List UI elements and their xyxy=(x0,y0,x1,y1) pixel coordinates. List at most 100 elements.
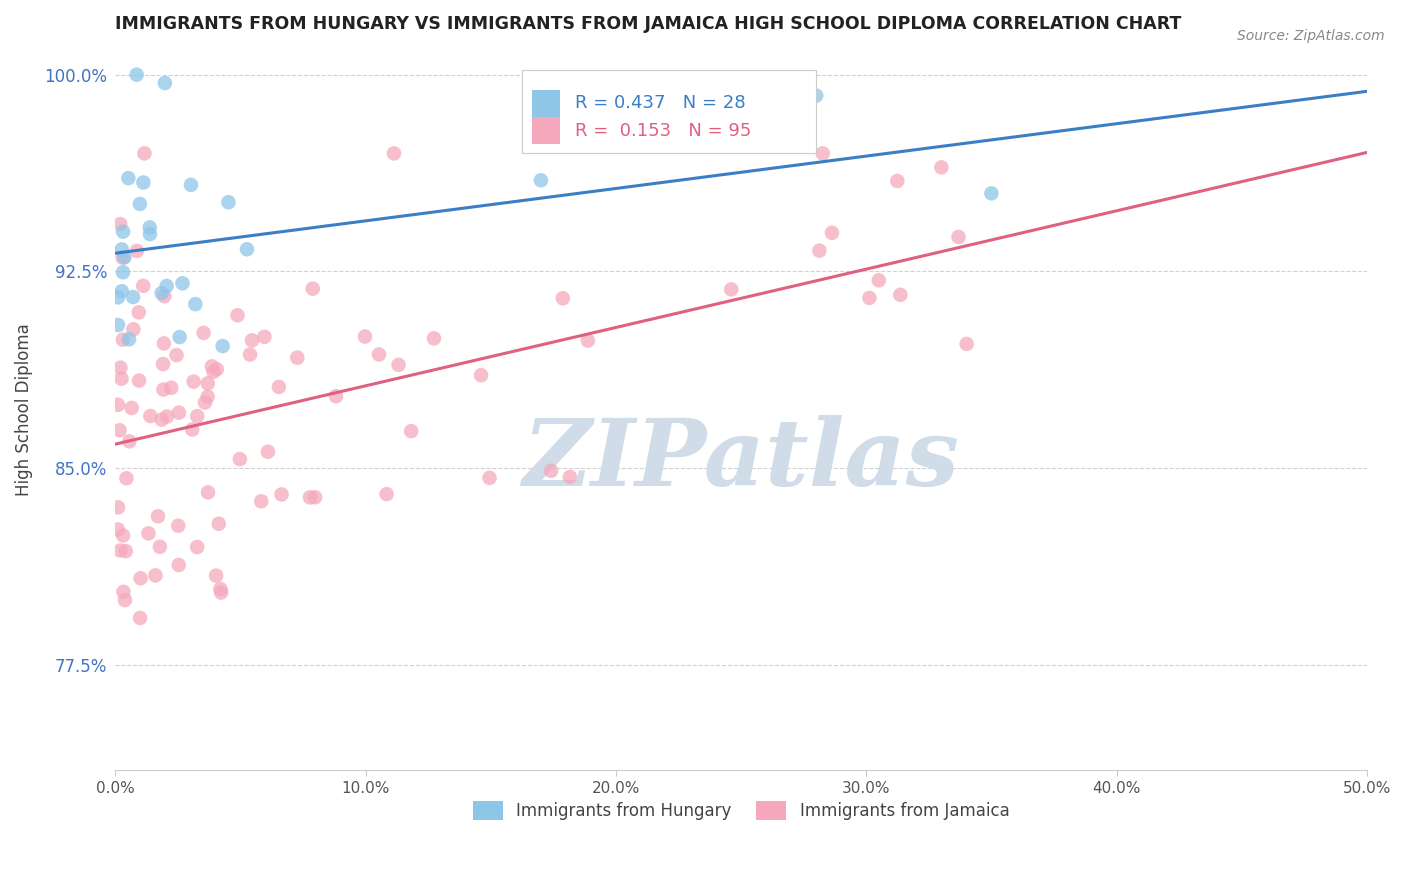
Point xyxy=(129,571,152,585)
Point xyxy=(229,452,252,467)
Point xyxy=(806,88,828,103)
Point xyxy=(948,230,970,244)
Point xyxy=(146,509,169,524)
Text: R =  0.153   N = 95: R = 0.153 N = 95 xyxy=(575,121,751,140)
Point xyxy=(205,568,228,582)
Point xyxy=(217,195,239,210)
Point xyxy=(285,351,308,365)
Point xyxy=(298,491,321,505)
Point xyxy=(354,329,377,343)
Point xyxy=(931,161,953,175)
Point xyxy=(478,471,501,485)
Point xyxy=(201,359,224,374)
Point xyxy=(156,409,179,424)
Point xyxy=(107,523,129,537)
Point xyxy=(387,358,409,372)
Point xyxy=(257,444,280,458)
Point xyxy=(122,290,145,304)
Point xyxy=(138,220,160,235)
Point xyxy=(129,611,152,625)
Point xyxy=(530,173,553,187)
Point xyxy=(114,593,136,607)
Text: IMMIGRANTS FROM HUNGARY VS IMMIGRANTS FROM JAMAICA HIGH SCHOOL DIPLOMA CORRELATI: IMMIGRANTS FROM HUNGARY VS IMMIGRANTS FR… xyxy=(115,15,1182,33)
Point xyxy=(139,227,162,241)
Point xyxy=(576,334,599,348)
Point xyxy=(118,332,141,346)
Legend: Immigrants from Hungary, Immigrants from Jamaica: Immigrants from Hungary, Immigrants from… xyxy=(465,794,1017,827)
Point xyxy=(226,308,249,322)
Point xyxy=(167,558,190,572)
Point xyxy=(368,347,391,361)
FancyBboxPatch shape xyxy=(531,117,560,145)
Point xyxy=(211,339,233,353)
Point xyxy=(128,197,150,211)
Text: Source: ZipAtlas.com: Source: ZipAtlas.com xyxy=(1237,29,1385,43)
Point xyxy=(110,360,132,375)
Point xyxy=(108,423,131,437)
Point xyxy=(132,278,155,293)
Point xyxy=(139,409,162,423)
Point xyxy=(183,375,205,389)
Point xyxy=(167,518,190,533)
Point xyxy=(858,291,880,305)
Point xyxy=(160,381,183,395)
Point xyxy=(150,412,173,426)
Point xyxy=(821,226,844,240)
Y-axis label: High School Diploma: High School Diploma xyxy=(15,323,32,496)
Point xyxy=(111,243,134,257)
Point xyxy=(325,389,347,403)
Point xyxy=(110,372,132,386)
Point xyxy=(111,265,134,279)
Point xyxy=(540,464,562,478)
Point xyxy=(152,357,174,371)
Point xyxy=(112,251,135,265)
Point xyxy=(110,217,132,231)
FancyBboxPatch shape xyxy=(531,89,560,117)
Point xyxy=(270,487,292,501)
Point xyxy=(122,322,145,336)
Point xyxy=(253,330,276,344)
Point xyxy=(889,288,911,302)
Point xyxy=(209,585,232,599)
Point xyxy=(399,424,422,438)
Point xyxy=(197,376,219,391)
Point xyxy=(152,383,174,397)
Point xyxy=(153,76,176,90)
Point xyxy=(115,471,138,485)
Point xyxy=(107,318,129,332)
Point xyxy=(956,337,979,351)
Point xyxy=(240,334,263,348)
Point xyxy=(980,186,1002,201)
Point xyxy=(125,68,148,82)
FancyBboxPatch shape xyxy=(522,70,817,153)
Point xyxy=(197,390,219,404)
Point xyxy=(382,146,405,161)
Text: R = 0.437   N = 28: R = 0.437 N = 28 xyxy=(575,95,745,112)
Point xyxy=(180,178,202,192)
Point xyxy=(551,291,574,305)
Point xyxy=(156,279,179,293)
Point xyxy=(208,516,231,531)
Point xyxy=(150,286,173,301)
Point xyxy=(145,568,167,582)
Point xyxy=(186,540,208,554)
Point xyxy=(111,251,134,265)
Point xyxy=(117,171,139,186)
Point xyxy=(153,336,176,351)
Point xyxy=(111,333,134,347)
Point xyxy=(112,584,135,599)
Point xyxy=(184,297,207,311)
Point xyxy=(107,500,129,515)
Point xyxy=(239,347,262,361)
Point xyxy=(125,244,148,258)
Point xyxy=(149,540,172,554)
Point xyxy=(181,423,204,437)
Point xyxy=(112,225,135,239)
Point xyxy=(167,406,190,420)
Point xyxy=(166,348,188,362)
Point xyxy=(132,176,155,190)
Point xyxy=(153,289,176,303)
Point xyxy=(304,490,326,504)
Point xyxy=(194,395,217,409)
Point xyxy=(301,282,323,296)
